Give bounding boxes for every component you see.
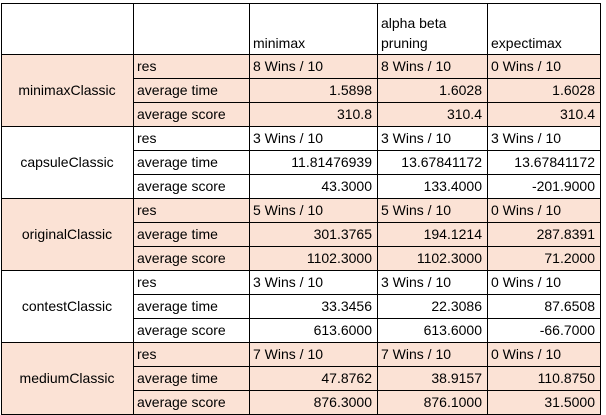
grid-line xyxy=(487,3,488,415)
row-label: average time xyxy=(133,294,249,318)
row-label: average time xyxy=(133,78,249,102)
data-cell: 0 Wins / 10 xyxy=(487,198,600,222)
data-cell: 310.4 xyxy=(487,102,600,126)
group-label: capsuleClassic xyxy=(1,126,133,198)
row-label: average time xyxy=(133,150,249,174)
data-cell: 110.8750 xyxy=(487,366,600,390)
data-cell: -66.7000 xyxy=(487,318,600,342)
row-label: res xyxy=(133,342,249,366)
data-cell: 13.67841172 xyxy=(377,150,487,174)
data-cell: 43.3000 xyxy=(249,174,377,198)
data-cell: 3 Wins / 10 xyxy=(377,270,487,294)
data-cell: 5 Wins / 10 xyxy=(249,198,377,222)
data-cell: 1.5898 xyxy=(249,78,377,102)
grid-line xyxy=(1,270,600,271)
grid-line xyxy=(1,198,600,199)
grid-line xyxy=(1,126,600,127)
data-cell: 11.81476939 xyxy=(249,150,377,174)
header-cell: alpha beta pruning xyxy=(377,3,487,54)
row-label: res xyxy=(133,270,249,294)
data-cell: 1102.3000 xyxy=(249,246,377,270)
data-cell: 87.6508 xyxy=(487,294,600,318)
row-label: average score xyxy=(133,102,249,126)
grid-line xyxy=(249,3,250,415)
data-cell: 310.4 xyxy=(377,102,487,126)
data-cell: 47.8762 xyxy=(249,366,377,390)
data-cell: 310.8 xyxy=(249,102,377,126)
data-cell: 38.9157 xyxy=(377,366,487,390)
grid-line xyxy=(1,3,2,415)
data-cell: -201.9000 xyxy=(487,174,600,198)
grid-line xyxy=(133,222,600,223)
grid-line xyxy=(133,366,600,367)
row-label: average score xyxy=(133,246,249,270)
data-cell: 3 Wins / 10 xyxy=(249,126,377,150)
data-cell: 3 Wins / 10 xyxy=(487,126,600,150)
grid-line xyxy=(133,150,600,151)
row-label: average score xyxy=(133,174,249,198)
grid-line xyxy=(133,318,600,319)
data-cell: 8 Wins / 10 xyxy=(377,54,487,78)
grid-line xyxy=(1,342,600,343)
data-cell: 3 Wins / 10 xyxy=(377,126,487,150)
data-cell: 8 Wins / 10 xyxy=(249,54,377,78)
grid-line xyxy=(133,102,600,103)
row-label: res xyxy=(133,198,249,222)
grid-line xyxy=(1,3,600,4)
grid-line xyxy=(133,294,600,295)
grid-line xyxy=(133,78,600,79)
grid-line xyxy=(377,3,378,415)
data-cell: 876.3000 xyxy=(249,390,377,414)
data-cell: 1.6028 xyxy=(487,78,600,102)
data-cell: 71.2000 xyxy=(487,246,600,270)
data-cell: 22.3086 xyxy=(377,294,487,318)
data-cell: 613.6000 xyxy=(377,318,487,342)
grid-line xyxy=(133,3,134,415)
row-label: average time xyxy=(133,222,249,246)
data-cell: 7 Wins / 10 xyxy=(249,342,377,366)
grid-line xyxy=(133,174,600,175)
data-cell: 0 Wins / 10 xyxy=(487,342,600,366)
data-cell: 3 Wins / 10 xyxy=(249,270,377,294)
grid-line xyxy=(133,390,600,391)
data-cell: 301.3765 xyxy=(249,222,377,246)
group-label: originalClassic xyxy=(1,198,133,270)
row-label: res xyxy=(133,54,249,78)
data-cell: 876.1000 xyxy=(377,390,487,414)
data-cell: 1.6028 xyxy=(377,78,487,102)
data-cell: 13.67841172 xyxy=(487,150,600,174)
data-cell: 133.4000 xyxy=(377,174,487,198)
group-label: mediumClassic xyxy=(1,342,133,414)
data-cell: 1102.3000 xyxy=(377,246,487,270)
grid-line xyxy=(133,246,600,247)
data-cell: 33.3456 xyxy=(249,294,377,318)
data-cell: 5 Wins / 10 xyxy=(377,198,487,222)
data-cell: 194.1214 xyxy=(377,222,487,246)
data-cell: 287.8391 xyxy=(487,222,600,246)
row-label: average score xyxy=(133,390,249,414)
row-label: average time xyxy=(133,366,249,390)
data-cell: 613.6000 xyxy=(249,318,377,342)
row-label: average score xyxy=(133,318,249,342)
data-cell: 0 Wins / 10 xyxy=(487,270,600,294)
group-label: minimaxClassic xyxy=(1,54,133,126)
header-cell: minimax xyxy=(249,3,377,54)
data-cell: 7 Wins / 10 xyxy=(377,342,487,366)
grid-line xyxy=(1,54,600,55)
header-cell xyxy=(1,3,133,54)
data-cell: 31.5000 xyxy=(487,390,600,414)
header-cell xyxy=(133,3,249,54)
grid-line xyxy=(600,3,601,415)
header-cell: expectimax xyxy=(487,3,600,54)
data-cell: 0 Wins / 10 xyxy=(487,54,600,78)
group-label: contestClassic xyxy=(1,270,133,342)
row-label: res xyxy=(133,126,249,150)
